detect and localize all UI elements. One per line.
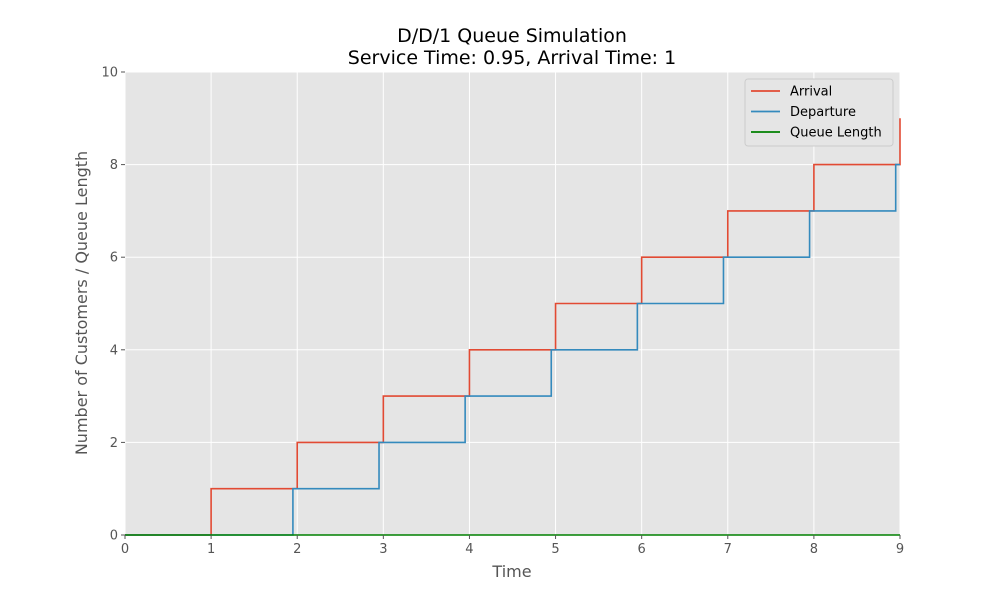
legend: Arrival Departure Queue Length (744, 78, 894, 147)
series-layer (125, 118, 901, 536)
x-tick-label: 9 (896, 542, 904, 557)
x-tick-label: 5 (551, 542, 559, 557)
y-tick-label: 2 (110, 436, 118, 451)
x-tick-label: 7 (724, 542, 732, 557)
y-tick-label: 6 (110, 251, 118, 266)
x-tick-label: 6 (638, 542, 646, 557)
ticks: 0 1 2 3 4 5 6 7 8 9 0 2 4 6 8 10 (101, 66, 904, 558)
legend-label-arrival: Arrival (790, 85, 832, 100)
y-axis-label: Number of Customers / Queue Length (72, 151, 91, 455)
x-tick-label: 4 (465, 542, 473, 557)
chart-title: D/D/1 Queue Simulation (397, 25, 627, 47)
x-tick-label: 3 (379, 542, 387, 557)
y-tick-label: 4 (110, 343, 118, 358)
x-tick-label: 0 (121, 542, 129, 557)
y-tick-label: 0 (110, 529, 118, 544)
chart-subtitle: Service Time: 0.95, Arrival Time: 1 (348, 47, 676, 69)
x-tick-label: 1 (207, 542, 215, 557)
series-line-departure (125, 163, 900, 536)
y-tick-label: 10 (101, 66, 118, 81)
y-tick-label: 8 (110, 158, 118, 173)
legend-label-departure: Departure (790, 105, 856, 120)
x-axis-label: Time (491, 562, 531, 581)
x-tick-label: 8 (810, 542, 818, 557)
x-tick-label: 2 (293, 542, 301, 557)
plot-area (125, 72, 900, 535)
legend-box (744, 78, 894, 147)
legend-label-queue-length: Queue Length (790, 126, 882, 141)
